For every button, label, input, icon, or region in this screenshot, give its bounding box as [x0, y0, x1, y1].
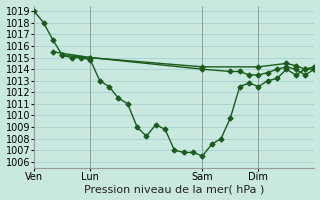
X-axis label: Pression niveau de la mer( hPa ): Pression niveau de la mer( hPa ): [84, 184, 265, 194]
